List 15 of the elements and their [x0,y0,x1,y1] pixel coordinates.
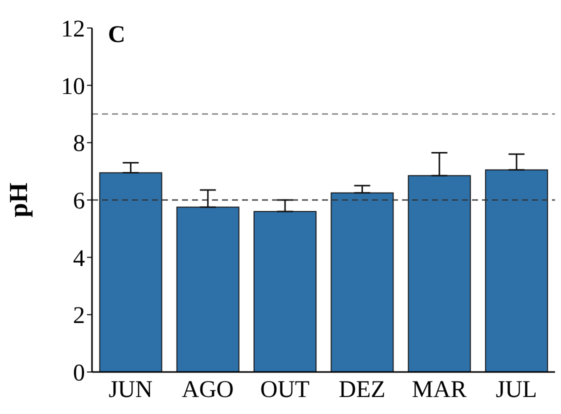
x-tick-label: DEZ [338,377,386,404]
y-tick-label: 2 [73,303,85,330]
y-tick-label: 4 [73,246,85,272]
y-tick-label: 10 [61,74,85,100]
y-tick-label: 8 [73,131,85,158]
x-tick-label: AGO [182,377,234,404]
x-tick-label: OUT [260,377,310,404]
y-tick-label: 0 [73,360,85,387]
y-tick-label: 12 [61,16,85,43]
x-tick-label: JUN [108,377,153,404]
x-tick-label: MAR [412,377,467,404]
y-tick-label: 6 [73,188,85,215]
x-tick-label: JUL [496,377,538,404]
chart-title: C [108,22,126,49]
y-axis-title: pH [4,182,34,218]
